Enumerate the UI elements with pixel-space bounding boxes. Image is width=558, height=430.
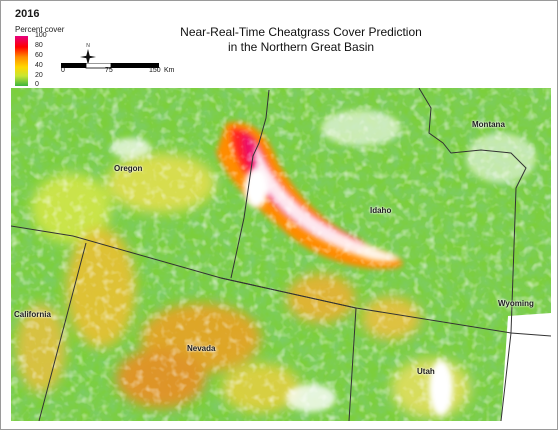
state-label-montana: Montana [472,120,505,129]
legend-tick: 100 [35,32,47,39]
year-label: 2016 [15,8,40,20]
scale-label: 0 [61,67,65,74]
map-title-line2: in the Northern Great Basin [227,40,375,54]
north-label: N [86,43,90,49]
scale-bar [61,63,159,69]
scale-label: 150 [149,67,161,74]
state-label-wyoming: Wyoming [498,299,534,308]
scale-label: 75 [105,67,113,74]
state-label-nevada: Nevada [187,344,216,353]
map-title-line1: Near-Real-Time Cheatgrass Cover Predicti… [180,25,422,39]
legend-tick: 0 [35,81,39,88]
legend-tick: 60 [35,52,43,59]
state-label-idaho: Idaho [370,206,392,215]
legend-tick: 80 [35,42,43,49]
legend-color-ramp [15,36,28,86]
legend-tick: 40 [35,62,43,69]
north-arrow-icon: N [80,43,96,65]
legend-title: Percent cover [15,25,65,34]
state-label-utah: Utah [417,367,435,376]
legend-tick: 20 [35,72,43,79]
scale-unit: Km [164,67,175,74]
state-label-oregon: Oregon [114,164,143,173]
cheatgrass-map [11,88,551,421]
state-label-california: California [14,310,51,319]
